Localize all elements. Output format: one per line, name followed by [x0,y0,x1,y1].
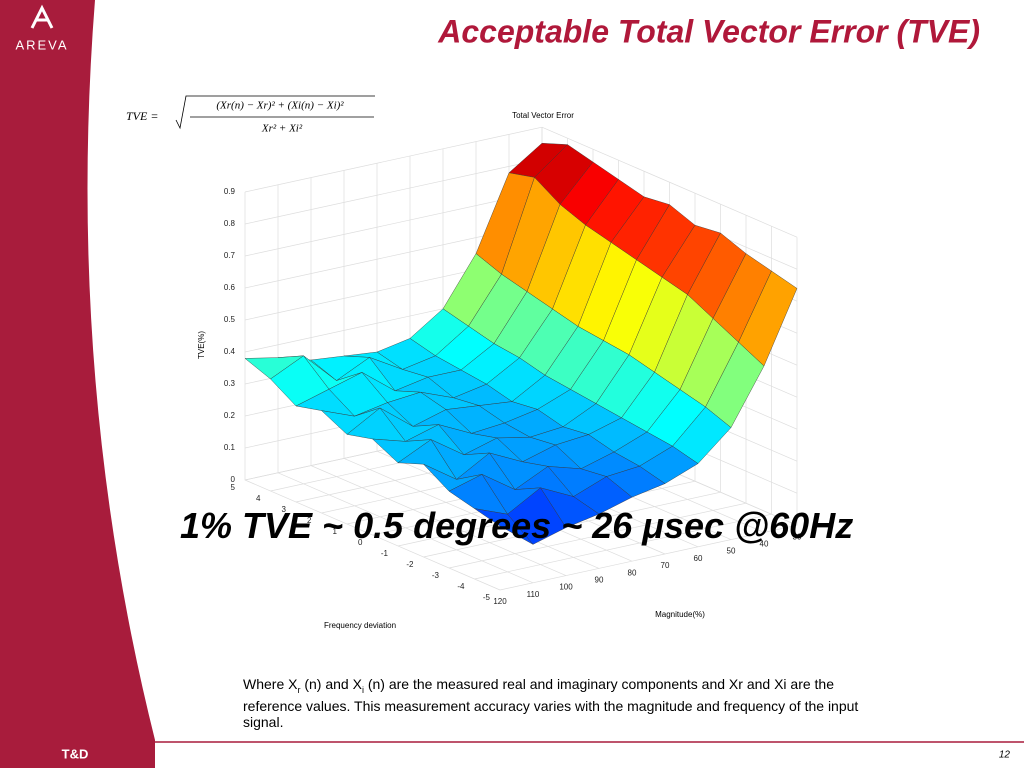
caption-sub: i [361,684,364,695]
z-tick-label: 0.8 [224,219,236,228]
formula-lhs: TVE = [126,109,158,123]
grid-line [310,177,567,576]
x-tick-label: 0 [358,538,363,547]
y-tick-label: 90 [595,576,604,585]
y-tick-label: 30 [793,532,802,541]
caption-text: (n) and X [300,676,362,692]
surface-cell [474,508,534,545]
logo-mark [30,4,54,29]
slide-title: Acceptable Total Vector Error (TVE) [437,13,980,49]
formula: TVE = (Xr(n) − Xr)² + (Xi(n) − Xi)² Xr² … [126,95,375,135]
z-axis-label: TVE(%) [197,331,206,359]
y-tick-label: 120 [493,597,507,606]
y-tick-label: 40 [760,540,769,549]
z-tick-label: 0.1 [224,443,236,452]
caption-text: Where X [243,676,298,692]
y-tick-label: 80 [628,568,637,577]
y-tick-label: 50 [727,547,736,556]
x-tick-label: -2 [406,560,414,569]
x-tick-label: -3 [432,571,440,580]
z-tick-label: 0.2 [224,411,236,420]
y-tick-label: 100 [559,583,573,592]
formula-numerator: (Xr(n) − Xr)² + (Xi(n) − Xi)² [216,100,344,112]
x-tick-label: 1 [333,527,338,536]
z-tick-label: 0.9 [224,187,236,196]
grid-line [277,184,534,584]
y-axis-label: Magnitude(%) [655,610,705,619]
z-tick-label: 0 [231,475,236,484]
page-number: 12 [999,750,1011,761]
x-tick-label: -1 [381,549,389,558]
x-axis-label: Frequency deviation [324,621,396,630]
grid-line [244,192,501,591]
x-tick-label: 3 [282,505,287,514]
caption: Where Xr (n) and Xi (n) are the measured… [243,676,893,730]
logo-text: AREVA [15,37,68,52]
x-tick-label: 5 [231,483,236,492]
y-tick-label: 60 [694,554,703,563]
y-tick-label: 110 [527,590,540,599]
caption-text: (n) are the measured real and imaginary … [243,676,859,730]
z-tick-label: 0.7 [224,251,236,260]
z-tick-label: 0.5 [224,315,236,324]
caption-sub: r [297,684,301,695]
footer-label: T&D [62,746,89,761]
chart-title: Total Vector Error [512,111,574,120]
headline: 1% TVE ~ 0.5 degrees ~ 26 μsec @60Hz [180,505,854,546]
z-tick-label: 0.3 [224,379,236,388]
x-tick-label: 2 [307,516,312,525]
formula-denominator: Xr² + Xi² [261,123,303,135]
sqrt [175,95,375,130]
x-tick-label: -4 [457,582,465,591]
sidebar [0,0,155,768]
x-tick-label: -5 [483,593,491,602]
y-tick-label: 70 [661,561,670,570]
z-tick-label: 0.4 [224,347,236,356]
z-tick-label: 0.6 [224,283,236,292]
x-tick-label: 4 [256,494,261,503]
